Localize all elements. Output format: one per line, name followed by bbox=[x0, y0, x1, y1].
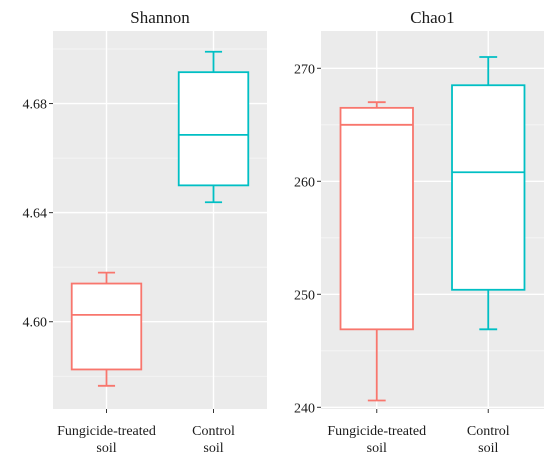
chao1-ytick-label-3: 270 bbox=[294, 62, 315, 77]
chao1-ytick-label-0: 240 bbox=[294, 401, 315, 416]
shannon-category-label-0: Fungicide-treated soil bbox=[57, 424, 156, 456]
shannon-panel: 4.60 4.64 4.68 Fungicide-treated soil Control… bbox=[23, 8, 267, 456]
chao1-panel: 240 250 260 270 Fungicide-treated soil Control… bbox=[294, 8, 544, 456]
shannon-ytick-label-0: 4.60 bbox=[23, 316, 48, 331]
shannon-title: Shannon bbox=[130, 8, 190, 27]
chao1-category-label-1: Control soil bbox=[467, 424, 510, 456]
chao1-box-0 bbox=[339, 101, 414, 402]
chao1-ytick-label-2: 260 bbox=[294, 175, 315, 190]
chao1-title: Chao1 bbox=[410, 8, 454, 27]
chao1-iqr-rect-0 bbox=[339, 106, 414, 331]
chao1-box-1 bbox=[451, 56, 526, 331]
shannon-box-1 bbox=[177, 50, 250, 204]
shannon-ytick-label-2: 4.68 bbox=[23, 98, 48, 113]
shannon-category-label-1: Control soil bbox=[192, 424, 235, 456]
chao1-category-label-0: Fungicide-treated soil bbox=[327, 424, 426, 456]
shannon-box-0 bbox=[70, 271, 143, 387]
chao1-ytick-label-1: 250 bbox=[294, 288, 315, 303]
shannon-ytick-label-1: 4.64 bbox=[23, 207, 48, 222]
shannon-iqr-rect-0 bbox=[70, 282, 143, 371]
shannon-iqr-rect-1 bbox=[177, 71, 250, 187]
chao1-iqr-rect-1 bbox=[451, 84, 526, 291]
